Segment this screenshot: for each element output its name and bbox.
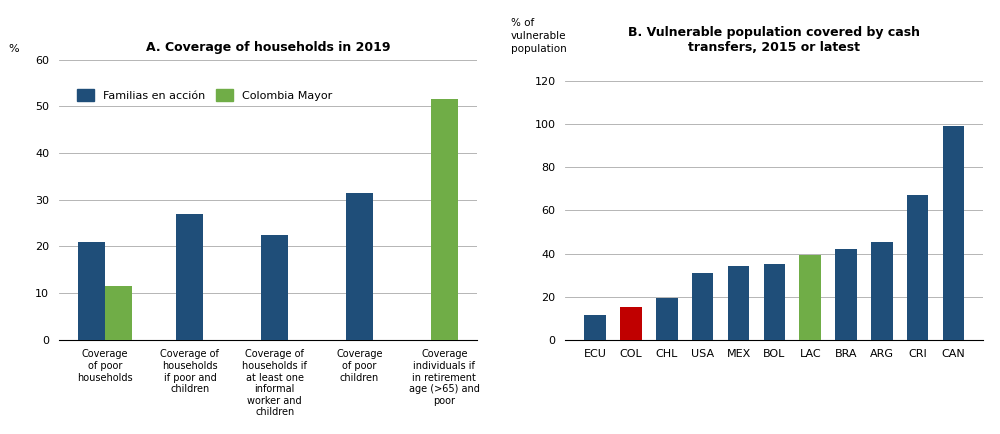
- Title: A. Coverage of households in 2019: A. Coverage of households in 2019: [146, 41, 390, 54]
- Bar: [620, 307, 642, 340]
- Bar: [261, 235, 288, 340]
- Bar: [78, 242, 105, 340]
- Bar: [584, 315, 606, 340]
- Bar: [943, 126, 964, 340]
- Bar: [907, 195, 928, 340]
- Bar: [764, 264, 785, 340]
- Bar: [871, 242, 893, 340]
- Legend: Familias en acción, Colombia Mayor: Familias en acción, Colombia Mayor: [73, 85, 336, 105]
- Bar: [346, 193, 373, 340]
- Title: B. Vulnerable population covered by cash
transfers, 2015 or latest: B. Vulnerable population covered by cash…: [628, 26, 920, 54]
- Bar: [431, 99, 458, 340]
- Bar: [799, 255, 821, 340]
- Bar: [105, 286, 132, 340]
- Bar: [835, 249, 857, 340]
- Bar: [656, 298, 678, 340]
- Text: %: %: [9, 44, 19, 54]
- Bar: [728, 266, 749, 340]
- Text: % of
vulnerable
population: % of vulnerable population: [511, 18, 567, 54]
- Bar: [692, 273, 713, 340]
- Bar: [176, 214, 203, 340]
